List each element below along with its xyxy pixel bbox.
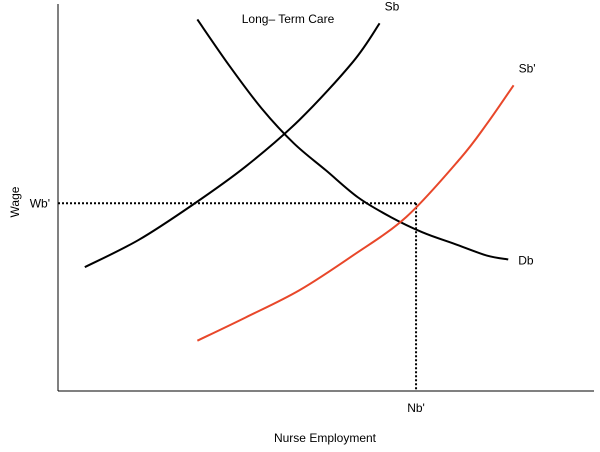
series-label-sb: Sb (385, 0, 400, 13)
axes (57, 4, 594, 392)
y-axis-label: Wage (8, 186, 22, 217)
x-axis-label: Nurse Employment (274, 431, 377, 445)
series-layer (84, 18, 515, 342)
series-labels: Sb Db Sb' (385, 0, 536, 267)
equilibrium-guides (58, 202, 418, 391)
equilibrium-employment-label: Nb' (407, 401, 425, 415)
series-label-sb-prime: Sb' (519, 61, 536, 75)
chart-title: Long– Term Care (242, 12, 335, 26)
series-line-sb-prime (196, 84, 515, 342)
series-label-db: Db (518, 253, 534, 267)
series-line-sb (84, 22, 381, 269)
equilibrium-wage-label: Wb' (30, 196, 50, 210)
series-line-db (196, 18, 509, 261)
